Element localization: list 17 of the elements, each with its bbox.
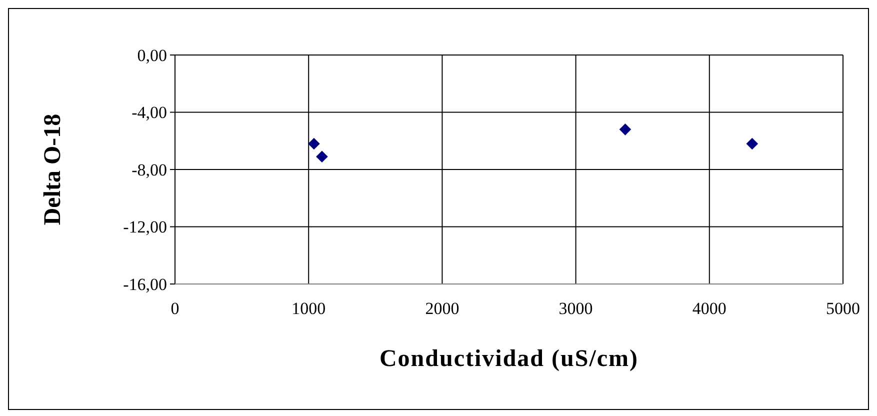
y-tick-label: -8,00 — [132, 160, 167, 180]
y-axis-title: Delta O-18 — [40, 114, 66, 226]
x-tick-label: 5000 — [826, 299, 860, 318]
y-tick-label: -12,00 — [123, 218, 167, 237]
x-tick-label: 3000 — [558, 299, 593, 318]
point — [308, 138, 320, 150]
y-tick-label: -4,00 — [132, 103, 167, 122]
point — [316, 150, 328, 163]
y-tick-label: -16,00 — [123, 274, 167, 294]
x-tick-label: 4000 — [692, 299, 726, 318]
point — [619, 124, 632, 136]
x-tick-label: 2000 — [425, 299, 460, 318]
x-axis-title: Conductividad (uS/cm) — [379, 346, 639, 372]
y-tick-label: 0,00 — [137, 46, 167, 65]
x-tick-label: 1000 — [292, 299, 326, 318]
point — [746, 138, 758, 150]
x-tick-label: 0 — [170, 299, 180, 318]
